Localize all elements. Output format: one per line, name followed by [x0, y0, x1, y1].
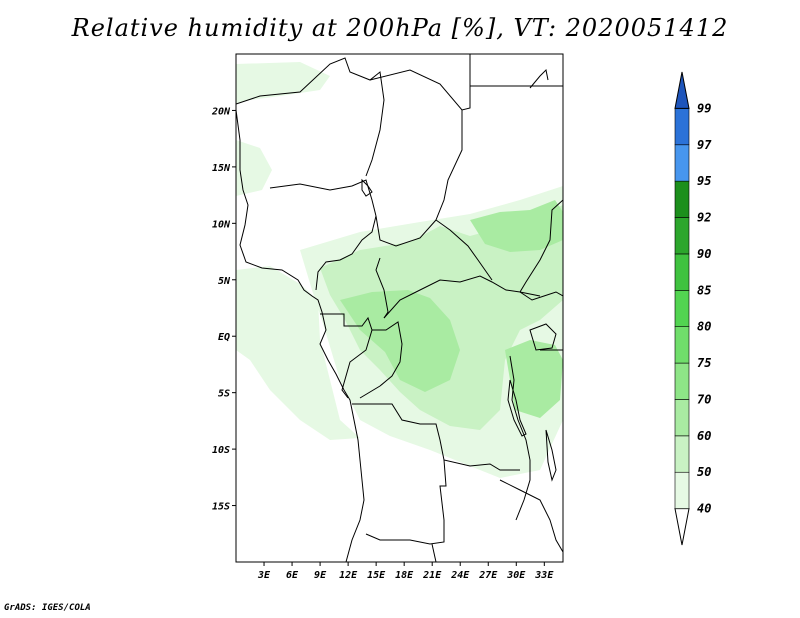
- colorbar-label: 50: [697, 465, 711, 479]
- border-car-drc: [383, 275, 541, 319]
- colorbar-swatch: [674, 253, 690, 291]
- lat-tick-label: 5N: [218, 276, 231, 287]
- rh-field-west-coast: [236, 266, 360, 440]
- lon-tick-label: 30E: [506, 570, 526, 581]
- axis-ticks: 3E 6E 9E 12E 15E 18E 21E 24E 27E 30E 33E 20N 15N 10N 5…: [211, 106, 554, 581]
- colorbar-label: 97: [697, 138, 712, 152]
- colorbar-swatch: [674, 435, 690, 473]
- colorbar-swatch: [674, 108, 690, 146]
- lake-malawi: [545, 429, 557, 482]
- colorbar-label: 60: [697, 429, 711, 443]
- country-borders: [236, 54, 563, 562]
- lake-chad: [361, 178, 373, 197]
- border-namibia-botswana: [431, 543, 437, 562]
- rh-field-north: [236, 62, 330, 104]
- colorbar-label: 80: [697, 320, 711, 334]
- chart-title: Relative humidity at 200hPa [%], VT: 202…: [71, 14, 729, 42]
- border-zambia-mozambique: [499, 479, 563, 553]
- lon-tick-label: 15E: [367, 570, 386, 581]
- colorbar-label: 95: [697, 174, 711, 188]
- map-frame: [235, 53, 564, 563]
- colorbar-high-cap: [674, 71, 690, 109]
- lake-tanganyika: [507, 379, 527, 437]
- colorbar-swatch: [674, 399, 690, 437]
- colorbar-label: 90: [697, 247, 711, 261]
- lat-tick-label: EQ: [218, 332, 230, 343]
- colorbar-label: 99: [697, 101, 711, 115]
- humidity-shading: [236, 62, 563, 478]
- lon-tick-label: 33E: [534, 570, 554, 581]
- border-congo-drc: [359, 321, 403, 399]
- rh-field-northeast-core: [470, 200, 563, 252]
- border-nigeria-cameroon: [315, 215, 377, 291]
- lon-tick-label: 12E: [339, 570, 358, 581]
- colorbar-label: 75: [697, 356, 711, 370]
- colorbar-label: 40: [697, 502, 711, 516]
- border-niger-nigeria: [269, 179, 377, 217]
- grads-credit: GrADS: IGES/COLA: [4, 603, 91, 613]
- lon-tick-label: 18E: [395, 570, 414, 581]
- border-ethiopia-sudan: [519, 199, 563, 293]
- rh-field-east: [505, 340, 563, 418]
- border-cameroon-car: [375, 257, 389, 319]
- lon-tick-label: 9E: [314, 570, 327, 581]
- colorbar-low-cap: [674, 508, 690, 546]
- lat-tick-label: 15N: [212, 163, 231, 174]
- coastline-west-africa: [236, 109, 365, 562]
- border-chad-car: [375, 215, 437, 247]
- border-libya-chad: [369, 54, 471, 111]
- colorbar-label: 70: [697, 392, 711, 406]
- border-gabon-congo: [320, 313, 373, 399]
- lon-tick-label: 21E: [422, 570, 442, 581]
- lon-tick-label: 6E: [286, 570, 299, 581]
- rh-field-northwest: [236, 140, 272, 196]
- lat-tick-label: 20N: [211, 106, 231, 117]
- border-algeria-niger: [236, 57, 385, 177]
- colorbar: 40 50 60 70 75 80 85 90 92 95 97 99: [674, 71, 712, 546]
- border-angola-zambia: [365, 459, 447, 545]
- colorbar-swatch: [674, 290, 690, 327]
- colorbar-swatch: [674, 471, 690, 509]
- lat-tick-label: 10N: [212, 219, 231, 230]
- rh-field-central-core: [340, 290, 460, 392]
- lon-tick-label: 27E: [478, 570, 498, 581]
- mediterranean-coast: [529, 68, 549, 89]
- lat-tick-label: 10S: [212, 445, 230, 456]
- lat-tick-label: 5S: [218, 389, 230, 400]
- border-uganda-kenya: [519, 291, 563, 301]
- lake-victoria: [529, 323, 557, 351]
- lon-tick-label: 24E: [450, 570, 470, 581]
- lon-tick-label: 3E: [257, 570, 271, 581]
- colorbar-swatch: [674, 217, 690, 255]
- border-drc-angola: [352, 403, 520, 471]
- colorbar-swatch: [674, 326, 690, 364]
- colorbar-swatch: [674, 180, 690, 218]
- colorbar-swatch: [674, 362, 690, 400]
- colorbar-swatch: [674, 144, 690, 182]
- colorbar-label: 85: [697, 283, 711, 297]
- colorbar-label: 92: [697, 211, 711, 225]
- lat-tick-label: 15S: [212, 502, 230, 513]
